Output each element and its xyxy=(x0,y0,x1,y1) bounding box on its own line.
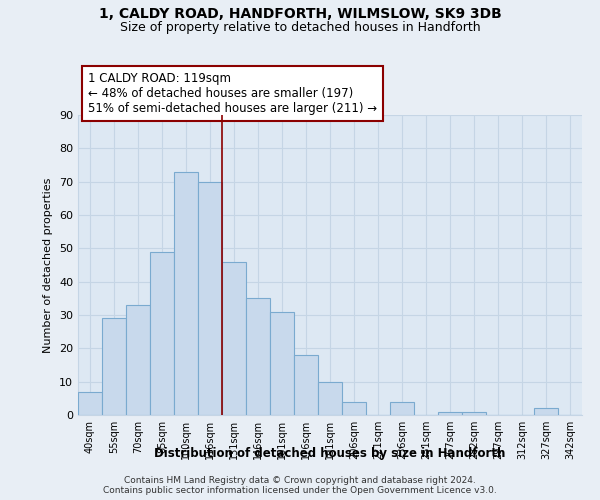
Text: Contains HM Land Registry data © Crown copyright and database right 2024.
Contai: Contains HM Land Registry data © Crown c… xyxy=(103,476,497,495)
Bar xyxy=(126,305,150,415)
Bar xyxy=(390,402,414,415)
Bar xyxy=(150,252,174,415)
Bar xyxy=(78,392,102,415)
Text: Size of property relative to detached houses in Handforth: Size of property relative to detached ho… xyxy=(119,21,481,34)
Text: 1, CALDY ROAD, HANDFORTH, WILMSLOW, SK9 3DB: 1, CALDY ROAD, HANDFORTH, WILMSLOW, SK9 … xyxy=(98,8,502,22)
Bar xyxy=(246,298,270,415)
Bar xyxy=(318,382,342,415)
Bar xyxy=(198,182,222,415)
Bar xyxy=(222,262,246,415)
Bar xyxy=(294,355,318,415)
Bar xyxy=(174,172,198,415)
Bar xyxy=(270,312,294,415)
Bar xyxy=(342,402,366,415)
Y-axis label: Number of detached properties: Number of detached properties xyxy=(43,178,53,352)
Bar xyxy=(462,412,486,415)
Text: Distribution of detached houses by size in Handforth: Distribution of detached houses by size … xyxy=(154,448,506,460)
Bar xyxy=(102,318,126,415)
Bar xyxy=(534,408,558,415)
Text: 1 CALDY ROAD: 119sqm
← 48% of detached houses are smaller (197)
51% of semi-deta: 1 CALDY ROAD: 119sqm ← 48% of detached h… xyxy=(88,72,377,115)
Bar xyxy=(438,412,462,415)
